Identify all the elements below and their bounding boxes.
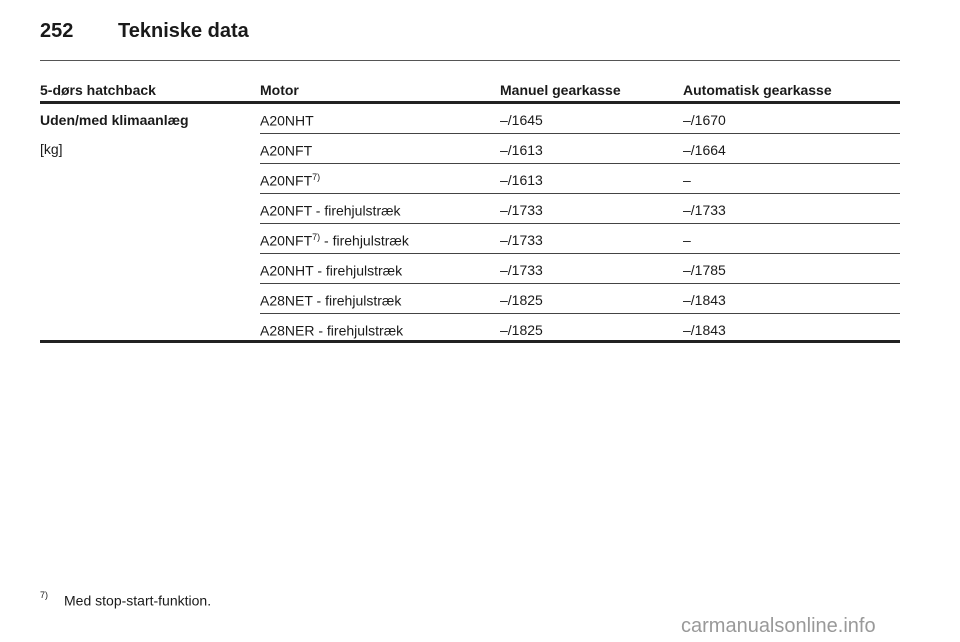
motor-name: A20NFT [260, 232, 313, 249]
motor-name: A28NET - firehjulstræk [260, 292, 402, 309]
automatic-weight-cell: –/1670 [683, 112, 726, 128]
motor-cell: A28NET - firehjulstræk [260, 292, 401, 309]
automatic-weight-cell: –/1843 [683, 322, 726, 338]
group-label: Uden/med klimaanlæg [40, 112, 189, 128]
row-divider [260, 193, 900, 194]
footnote-text: Med stop-start-funktion. [64, 592, 212, 609]
automatic-weight-cell: – [683, 172, 691, 188]
row-divider [260, 133, 900, 134]
motor-name: A28NER - firehjulstræk [260, 322, 404, 339]
column-header-manual: Manuel gearkasse [500, 82, 621, 98]
automatic-weight-cell: –/1785 [683, 262, 726, 278]
manual-weight-cell: –/1645 [500, 112, 543, 128]
table-bottom-rule [40, 340, 900, 343]
row-divider [260, 253, 900, 254]
footnote: 7) Med stop-start-funktion. [40, 590, 212, 609]
row-divider [260, 223, 900, 224]
automatic-weight-cell: –/1733 [683, 202, 726, 218]
motor-cell: A20NHT - firehjulstræk [260, 262, 402, 279]
motor-cell: A20NFT [260, 142, 312, 159]
automatic-weight-cell: –/1843 [683, 292, 726, 308]
table-header-rule [40, 101, 900, 104]
row-divider [260, 313, 900, 314]
motor-name: A20NFT [260, 142, 313, 159]
automatic-weight-cell: – [683, 232, 691, 248]
motor-name: A20NFT - firehjulstræk [260, 202, 401, 219]
manual-weight-cell: –/1825 [500, 322, 543, 338]
motor-name: A20NFT [260, 172, 313, 189]
motor-name: A20NHT - firehjulstræk [260, 262, 403, 279]
unit-label: [kg] [40, 141, 63, 157]
footnote-ref: 7) [312, 172, 321, 182]
page-header: 252 Tekniske data [40, 20, 249, 43]
footnote-ref: 7) [312, 232, 321, 242]
manual-weight-cell: –/1733 [500, 232, 543, 248]
manual-weight-cell: –/1733 [500, 262, 543, 278]
motor-suffix: - firehjulstræk [320, 232, 409, 249]
watermark: carmanualsonline.info [681, 615, 876, 637]
manual-weight-cell: –/1825 [500, 292, 543, 308]
manual-weight-cell: –/1613 [500, 142, 543, 158]
header-divider [40, 60, 900, 61]
page-title: Tekniske data [118, 20, 249, 42]
page-number: 252 [40, 20, 74, 42]
motor-cell: A20NHT [260, 112, 314, 129]
column-header-motor: Motor [260, 82, 299, 98]
row-divider [260, 163, 900, 164]
footnote-mark: 7) [40, 590, 49, 600]
manual-weight-cell: –/1613 [500, 172, 543, 188]
manual-weight-cell: –/1733 [500, 202, 543, 218]
motor-cell: A28NER - firehjulstræk [260, 322, 403, 339]
motor-cell: A20NFT7) [260, 172, 320, 189]
row-divider [260, 283, 900, 284]
motor-cell: A20NFT7) - firehjulstræk [260, 232, 409, 249]
automatic-weight-cell: –/1664 [683, 142, 726, 158]
column-header-body: 5-dørs hatchback [40, 82, 156, 98]
motor-cell: A20NFT - firehjulstræk [260, 202, 401, 219]
motor-name: A20NHT [260, 112, 314, 129]
column-header-automatic: Automatisk gearkasse [683, 82, 832, 98]
